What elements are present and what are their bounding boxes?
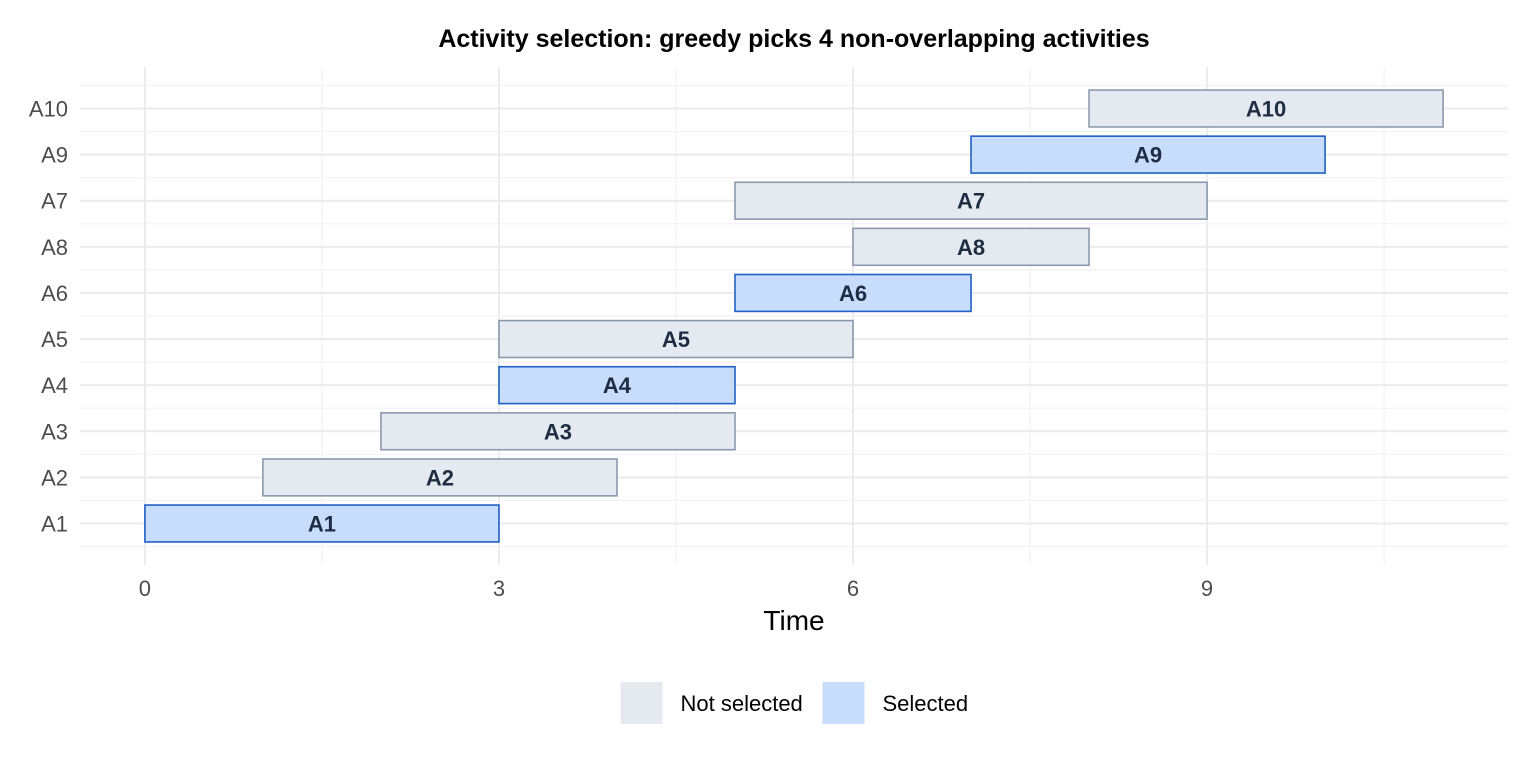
bar-label-a5: A5: [662, 327, 690, 352]
legend-key-selected: [822, 682, 865, 724]
bar-label-a4: A4: [603, 373, 632, 398]
y-tick-label: A3: [41, 419, 68, 444]
x-tick-label: 3: [493, 576, 505, 601]
bar-label-a3: A3: [544, 419, 572, 444]
legend: Not selected Selected: [620, 682, 969, 724]
bar-label-a9: A9: [1134, 143, 1162, 168]
bar-a7: [734, 181, 1208, 220]
chart-title: Activity selection: greedy picks 4 non-o…: [438, 25, 1149, 53]
y-tick-label: A5: [41, 327, 68, 352]
y-tick-label: A6: [41, 281, 68, 306]
bar-label-a8: A8: [957, 235, 985, 260]
x-axis-ticks: 0 3 6 9: [139, 576, 1213, 601]
x-tick-label: 0: [139, 576, 151, 601]
legend-key-not-selected: [620, 682, 663, 724]
y-tick-label: A10: [29, 97, 68, 122]
y-tick-label: A8: [41, 235, 68, 260]
bar-label-a2: A2: [426, 465, 454, 490]
bar-a3: [380, 412, 736, 451]
bar-a5: [498, 319, 854, 359]
bar-label-a6: A6: [839, 281, 867, 306]
x-tick-label: 9: [1201, 576, 1213, 601]
y-tick-label: A2: [41, 465, 68, 490]
y-tick-label: A4: [41, 373, 68, 398]
bar-label-a7: A7: [957, 189, 985, 214]
y-tick-label: A1: [41, 512, 68, 537]
bar-a2: [262, 458, 618, 497]
x-tick-label: 6: [847, 576, 859, 601]
x-axis-title: Time: [763, 605, 824, 636]
bar-a4: [498, 365, 736, 405]
bar-label-a1: A1: [308, 512, 336, 537]
y-axis-ticks: A1 A2 A3 A4 A5 A6 A8 A7 A9 A10: [29, 97, 68, 537]
y-tick-label: A7: [41, 189, 68, 214]
bar-a6: [734, 273, 972, 313]
bar-a8: [852, 227, 1090, 267]
bar-a1: [144, 504, 500, 543]
legend-label-not-selected: Not selected: [681, 691, 803, 716]
bars-layer: A1 A2 A3 A4 A5 A6 A8 A7 A9 A10: [144, 89, 1444, 543]
bar-a9: [970, 135, 1326, 174]
bar-a10: [1088, 89, 1444, 128]
y-tick-label: A9: [41, 143, 68, 168]
legend-label-selected: Selected: [883, 691, 969, 716]
bar-label-a10: A10: [1246, 97, 1286, 122]
